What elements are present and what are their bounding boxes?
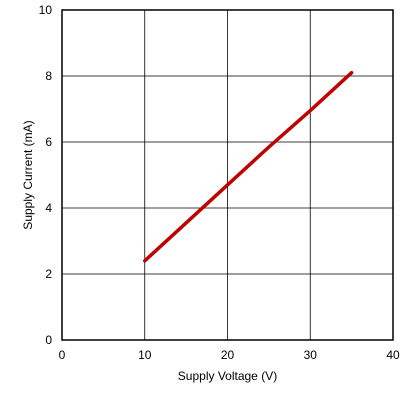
x-tick-label: 40 [386,348,400,362]
x-tick-label: 30 [304,348,318,362]
series-line-0 [143,70,354,263]
x-axis-title: Supply Voltage (V) [178,369,277,383]
plot-frame [61,9,394,341]
y-tick-labels: 0 2 4 6 8 10 [39,3,53,347]
y-tick-label: 2 [45,267,52,281]
x-tick-labels: 0 10 20 30 40 [59,348,400,362]
series-layer [143,70,354,263]
x-tick-label: 10 [138,348,152,362]
x-tick-label: 20 [221,348,235,362]
y-tick-label: 6 [45,135,52,149]
y-axis-title: Supply Current (mA) [21,120,35,229]
y-tick-label: 4 [45,201,52,215]
grid-lines [62,10,393,340]
y-tick-label: 10 [39,3,53,17]
y-tick-label: 8 [45,69,52,83]
x-tick-label: 0 [59,348,66,362]
y-tick-label: 0 [45,333,52,347]
